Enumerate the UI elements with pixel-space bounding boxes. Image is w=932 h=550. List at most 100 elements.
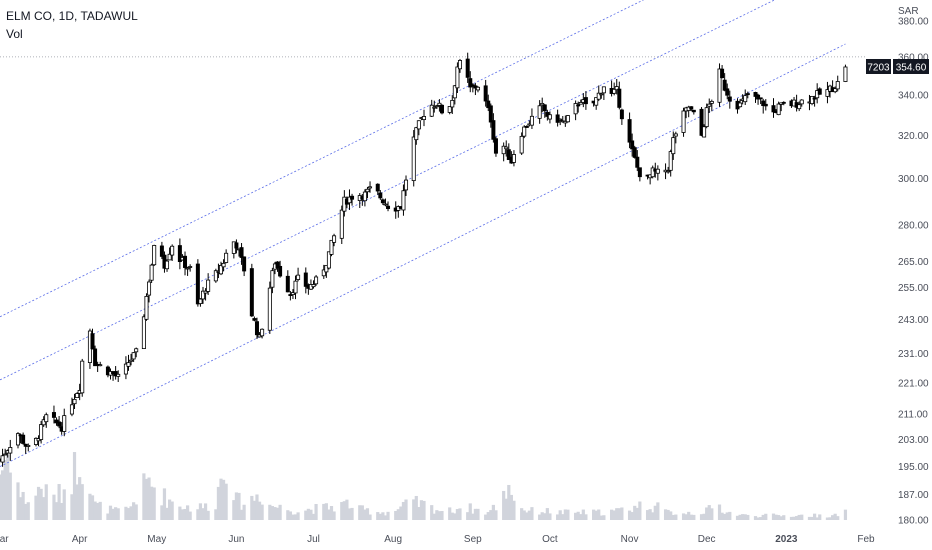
volume-bar <box>260 504 264 520</box>
volume-bar <box>440 511 444 520</box>
volume-bar <box>62 489 66 520</box>
candle-body <box>324 264 329 273</box>
candle-body <box>234 242 239 249</box>
volume-bar <box>324 503 328 520</box>
candle-body <box>303 272 308 287</box>
candle-body <box>51 412 56 418</box>
candle-body <box>416 120 421 130</box>
volume-bar <box>376 512 380 520</box>
volume-bar <box>296 512 300 520</box>
candle-body <box>529 115 534 126</box>
volume-bar <box>561 514 565 520</box>
volume-bar <box>807 516 812 520</box>
y-tick-label: 255.00 <box>898 283 929 294</box>
volume-bar <box>753 516 758 520</box>
candle-body <box>252 318 257 321</box>
volume-bar <box>648 509 652 520</box>
volume-bar <box>180 509 185 520</box>
candle-body <box>717 68 722 103</box>
volume-bar <box>666 509 670 520</box>
candle-body <box>0 455 5 463</box>
candle-body <box>147 281 152 296</box>
candle-body <box>601 86 606 94</box>
candle-body <box>242 256 247 272</box>
volume-bar <box>833 513 837 520</box>
volume-bar <box>458 508 462 520</box>
volume-bar <box>216 486 221 520</box>
y-tick-label: 320.00 <box>898 131 929 142</box>
y-tick-label: 360.00 <box>898 52 929 63</box>
volume-bar <box>381 512 385 520</box>
candle-body <box>704 107 709 128</box>
y-tick-label: 211.00 <box>898 409 928 420</box>
volume-bar <box>78 477 82 520</box>
volume-bar <box>306 508 310 520</box>
volume-bar <box>242 504 246 520</box>
candle-body <box>165 260 170 270</box>
volume-bar <box>509 494 513 520</box>
candle-body <box>468 78 473 88</box>
volume-bar <box>792 516 796 520</box>
candle-body <box>519 135 524 154</box>
candle-body <box>771 105 776 113</box>
volume-bar <box>170 501 174 520</box>
candle-body <box>254 321 259 336</box>
candle-body <box>404 179 409 191</box>
volume-bar <box>394 510 398 520</box>
candle-body <box>21 434 26 444</box>
volume-bar <box>293 514 298 520</box>
candle-body <box>429 104 434 117</box>
volume-bar <box>168 499 172 520</box>
candle-body <box>491 120 496 140</box>
candle-body <box>457 60 462 70</box>
volume-bar <box>383 515 388 520</box>
volume-bar <box>196 509 200 520</box>
volume-bar <box>203 503 208 520</box>
volume-bar <box>656 502 660 520</box>
volume-bar <box>453 513 457 520</box>
chart-title: ELM CO, 1D, TADAWUL <box>6 9 138 23</box>
volume-bar <box>114 507 118 520</box>
volume-bar <box>743 514 747 520</box>
volume-bar <box>288 511 292 520</box>
volume-bar <box>450 512 454 520</box>
volume-bar <box>738 514 742 520</box>
candle-body <box>475 86 480 91</box>
volume-bar <box>627 510 632 520</box>
volume-bar <box>365 508 370 520</box>
candle-body <box>167 253 172 261</box>
candle-body <box>452 85 457 99</box>
candle-body <box>583 97 588 105</box>
candle-body <box>332 235 337 243</box>
candle-body <box>93 348 98 367</box>
volume-bar <box>386 511 390 520</box>
candle-body <box>422 116 427 120</box>
volume-bar <box>396 509 400 520</box>
candle-body <box>126 362 131 367</box>
x-tick-label: 2023 <box>775 534 798 545</box>
volume-bar <box>24 503 28 520</box>
candle-body <box>296 274 301 280</box>
candle-body <box>799 99 804 105</box>
candle-body <box>90 333 95 350</box>
volume-bar <box>147 477 151 520</box>
volume-bar <box>594 510 598 520</box>
channel-line-lower <box>0 43 846 467</box>
volume-bar <box>72 452 77 520</box>
volume-bar <box>671 514 675 520</box>
volume-bar <box>342 501 346 520</box>
candle-body <box>578 102 583 105</box>
volume-bar <box>257 501 262 520</box>
x-tick-label: Mar <box>0 534 9 545</box>
candle-body <box>488 105 493 123</box>
candle-body <box>439 104 444 114</box>
last-price-text: 354.60 <box>896 62 927 73</box>
volume-bar <box>419 500 424 520</box>
candle-body <box>116 373 121 377</box>
volume-bar <box>638 501 642 520</box>
volume-bar <box>830 515 835 520</box>
volume-bar <box>57 484 61 520</box>
volume-bar <box>512 500 516 520</box>
candle-body <box>761 100 766 107</box>
